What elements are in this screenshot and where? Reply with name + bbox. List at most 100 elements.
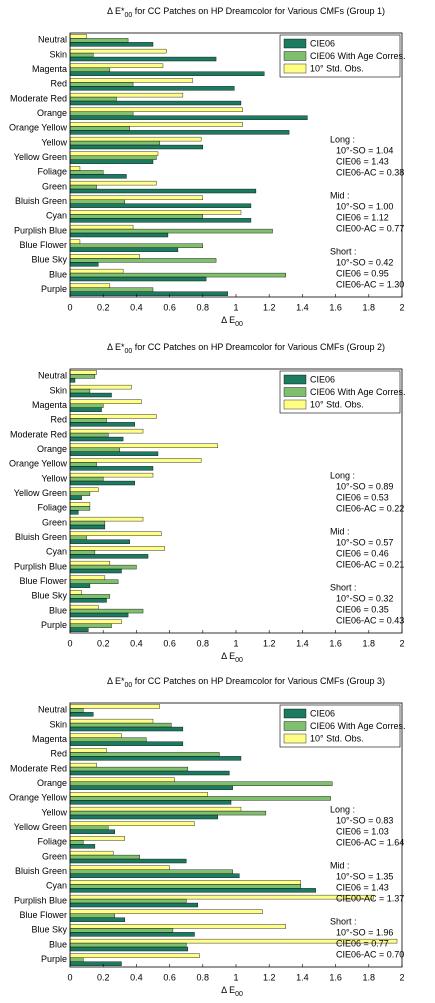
annotation: 10°-SO = 0.89 [336,481,393,491]
annotation: Long : [330,134,355,144]
legend-label: 10° Std. Obs. [310,733,364,743]
y-tick-label: Green [42,517,67,527]
bar [69,291,228,296]
bar [69,781,333,786]
bar [69,928,174,933]
annotation: Mid : [330,526,350,536]
title-sub: 00 [124,348,132,355]
bar [69,785,233,790]
bar [69,531,162,536]
bar [69,115,308,120]
bar [69,262,99,267]
annotation: 10°-SO = 0.57 [336,537,393,547]
annotation: CIE00-AC = 0.77 [336,223,404,233]
x-tick-label: 0.6 [163,638,176,648]
bar [69,447,120,452]
title-part: for CC Patches on HP Dreamcolor for Vari… [132,342,385,352]
bar [69,583,91,588]
annotation: 10°-SO = 0.83 [336,815,393,825]
bar [69,82,134,87]
y-tick-label: Foliage [37,837,67,847]
bar [69,858,187,864]
annotation: CIE06-AC = 0.21 [336,559,404,569]
bar [69,126,130,131]
bar [69,766,189,772]
bar [69,612,129,618]
y-tick-label: Cyan [46,881,67,891]
bar [69,623,112,628]
bar [69,516,144,522]
y-tick-label: Neutral [38,35,67,45]
bar [69,869,233,874]
legend-swatch [283,63,307,74]
bar [69,407,102,412]
bar [69,510,79,515]
y-tick-label: Foliage [37,167,67,177]
bar [69,880,301,885]
x-label-part: Δ E [221,315,235,325]
legend-label: CIE06 With Age Corres. [310,51,406,61]
title-sub: 00 [124,12,132,19]
bar [69,946,189,952]
x-tick-label: 0.8 [197,638,210,648]
legend-swatch [283,38,307,49]
bar [69,180,157,186]
bar [69,770,230,776]
y-tick-label: Moderate Red [10,763,67,773]
legend-swatch [283,708,307,719]
bar [69,865,170,870]
bar [69,247,179,252]
y-tick-label: Red [50,79,67,89]
bar [69,224,134,230]
bar [69,268,124,274]
bar [69,443,218,448]
annotation: CIE06-AC = 0.70 [336,949,404,959]
y-tick-label: Skin [49,49,67,59]
x-tick-label: 1.2 [263,302,276,312]
y-tick-label: Blue Sky [31,591,67,601]
bar [69,792,208,797]
bar [69,38,129,43]
x-tick-label: 0.2 [97,972,110,982]
x-tick-label: 0.8 [197,302,210,312]
bar [69,166,81,171]
x-tick-label: 0.2 [97,302,110,312]
bar [69,894,374,900]
bar [69,418,107,423]
bar [69,560,111,566]
y-tick-label: Red [50,415,67,425]
y-tick-label: Orange Yellow [9,123,68,133]
x-tick-label: 0.6 [163,972,176,982]
bar [69,825,109,830]
x-tick-label: 0.4 [130,972,143,982]
bar [69,122,243,127]
bar [69,888,316,893]
x-axis-label: Δ E00 [221,651,243,663]
bar [69,436,124,442]
bar [69,458,202,463]
y-tick-label: Red [50,749,67,759]
bar [69,873,240,878]
bar [69,756,242,761]
bar [69,480,135,486]
bar [69,594,111,599]
bar [69,844,96,849]
x-tick-label: 1.6 [329,302,342,312]
bar [69,188,257,194]
x-tick-label: 0.8 [197,972,210,982]
bar [69,155,157,160]
bar [69,100,242,106]
y-tick-label: Purple [41,620,67,630]
x-tick-label: 0.4 [130,638,143,648]
y-tick-label: Blue [49,269,67,279]
y-tick-label: Magenta [32,734,67,744]
y-tick-label: Moderate Red [10,93,67,103]
bar [69,370,97,375]
bar [69,524,106,530]
bar [69,590,82,595]
bar [69,258,217,263]
y-tick-label: Blue Sky [31,925,67,935]
bar [69,476,104,482]
legend-swatch [283,387,307,397]
bar [69,953,200,958]
